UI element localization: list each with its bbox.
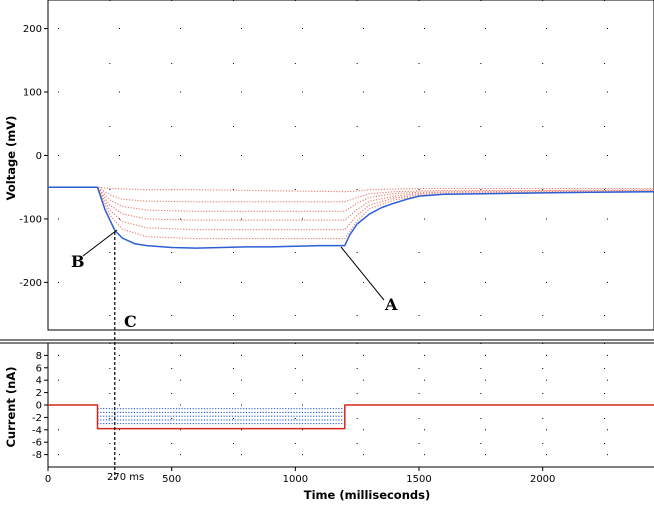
annotation-b-leader [82, 229, 118, 257]
xtick-label: 0 [45, 474, 51, 485]
voltage-ytick-label: -200 [19, 278, 42, 289]
annotation-c-label: C [124, 312, 137, 331]
current-ytick-label: 0 [36, 401, 42, 412]
xtick-label: 500 [162, 474, 181, 485]
marker-label: 270 ms [107, 472, 144, 483]
voltage-ytick-label: -100 [19, 214, 42, 225]
voltage-ytick-label: 0 [36, 151, 42, 162]
voltage-series-6 [48, 186, 654, 249]
y-axis-title-voltage: Voltage (mV) [4, 116, 18, 201]
current-ytick-label: -8 [32, 450, 42, 461]
x-axis-title: Time (milliseconds) [304, 488, 430, 502]
voltage-series-1 [48, 186, 654, 203]
annotation-a-leader [340, 246, 385, 301]
current-ytick-label: -6 [32, 438, 42, 449]
series-layer [48, 186, 654, 430]
voltage-series-5 [48, 186, 654, 240]
annotation-b-label: B [71, 252, 85, 271]
y-axis-title-current: Current (nA) [4, 366, 18, 447]
voltage-series-0 [48, 186, 654, 193]
voltage-series-3 [48, 186, 654, 221]
annotation-a-label: A [384, 295, 398, 314]
current-ytick-label: 4 [36, 376, 42, 387]
current-ytick-label: 8 [36, 351, 42, 362]
voltage-series-4 [48, 186, 654, 231]
current-ytick-label: -2 [32, 413, 42, 424]
current-ytick-label: 6 [36, 363, 42, 374]
xtick-label: 2000 [530, 474, 555, 485]
xtick-label: 1000 [283, 474, 308, 485]
current-series-5 [48, 404, 654, 430]
xtick-label: 1500 [406, 474, 431, 485]
current-ytick-label: -4 [32, 425, 42, 436]
voltage-panel-frame [47, 0, 654, 331]
voltage-ytick-label: 100 [23, 88, 42, 99]
voltage-ytick-label: 200 [23, 24, 42, 35]
current-ytick-label: 2 [36, 388, 42, 399]
